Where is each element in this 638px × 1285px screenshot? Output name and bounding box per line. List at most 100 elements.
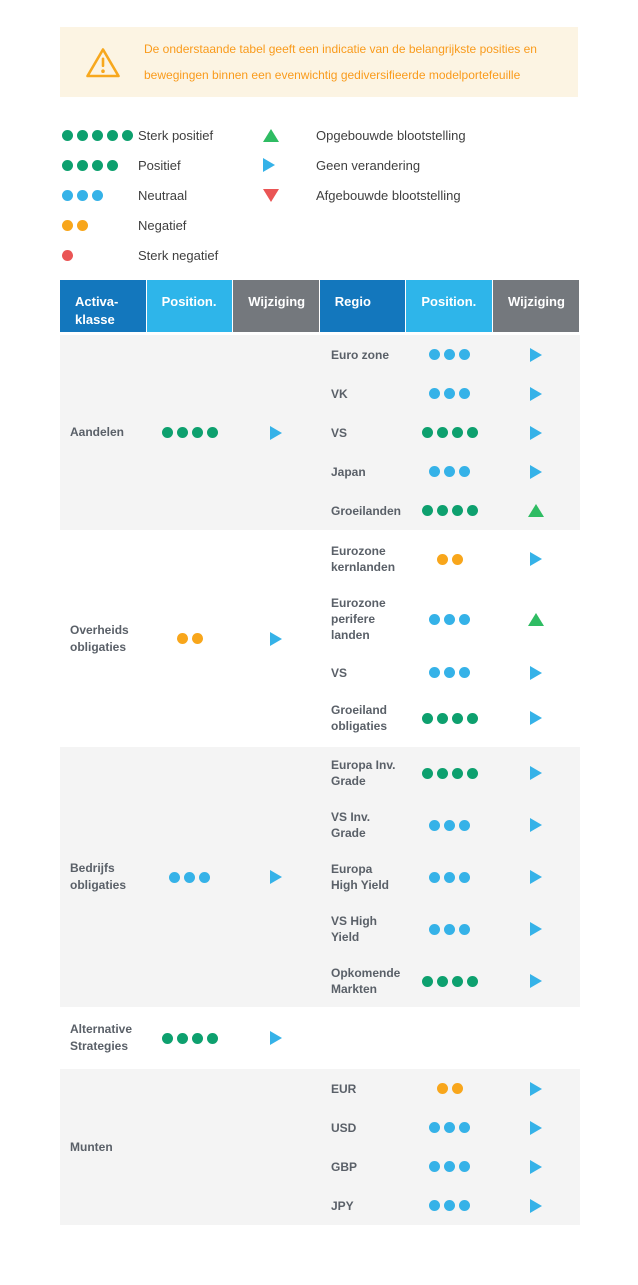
dot [451,427,463,438]
header-cell-regio-3: Regio [319,280,406,332]
warning-text: De onderstaande tabel geeft een indicati… [144,36,537,88]
dot [444,1161,456,1172]
change-right-icon [530,870,543,884]
dot [459,1200,471,1211]
legend-change-down: Afgebouwde blootstelling [262,180,466,210]
position-dots-3-blue [429,819,471,831]
dot [444,1200,456,1211]
section-regions [320,1010,580,1066]
dot [191,633,203,644]
position-dots-3-blue [429,349,471,360]
section-left: Bedrijfs obligaties [60,747,320,1007]
region-name: Groeilanden [331,503,402,518]
legend-change-right: Geen verandering [262,150,466,180]
region-name: VS [331,425,348,440]
dot [161,427,173,438]
region-name: GBP [331,1159,358,1174]
position-dots-2-orange [62,219,138,231]
position-dots-4-green [161,1032,218,1044]
dot [444,1122,456,1133]
section-munten: Munten EUR USD GBP JPY [60,1069,580,1225]
asset-change-cell [233,870,320,884]
legend-rating-sterk-positief: Sterk positief [62,120,262,150]
section-left: Aandelen [60,335,320,530]
dot [444,388,456,399]
dot [429,466,441,477]
region-position-cell [407,923,494,935]
section-regions: Europa Inv. Grade VS Inv. Grade Europa Hig… [320,747,580,1007]
legend-change-label: Opgebouwde blootstelling [316,127,466,143]
dot [421,712,433,724]
dot [161,1032,173,1044]
section-regions: Euro zone VK VS Japan Groeilanden [320,335,580,530]
change-right-icon [530,386,543,401]
change-down-icon [263,188,279,202]
position-dots-3-blue [169,871,211,883]
dot [421,767,433,779]
change-right-icon [530,552,543,566]
position-dots-1-red [62,249,138,261]
legend-changes-column: Opgebouwde blootstelling Geen verandering… [262,120,466,210]
region-position-cell [407,466,494,477]
warning-triangle-icon [85,46,121,79]
region-row-groeilanden: Groeilanden [320,491,580,530]
change-right-icon [530,922,543,936]
position-dots-4-green [421,712,478,724]
dot [429,1200,441,1211]
region-row-europa-inv-grade: Europa Inv. Grade [320,747,580,799]
legend-rating-positief: Positief [62,150,262,180]
section-aandelen: Aandelen Euro zone VK VS Japan Groeilanden [60,335,580,530]
region-position-cell [407,388,494,399]
dot [466,427,478,438]
change-right-icon [530,425,543,440]
asset-change-cell [233,631,320,646]
change-right-icon [530,974,543,988]
dot [122,129,133,141]
header-cell-position--1: Position. [146,280,233,332]
position-dots-3-blue [429,466,471,477]
region-name: Euro zone [331,347,390,362]
region-name: VK [331,386,348,401]
section-left: Munten [60,1069,320,1225]
asset-position-cell [147,427,234,438]
position-dots-4-green [421,505,478,516]
section-regions: Eurozone kernlanden Eurozone perifere lan… [320,533,580,744]
dot [466,975,478,987]
region-name: Groeiland obligaties [331,703,388,733]
change-right-icon [270,425,283,440]
asset-change-cell [233,425,320,440]
dot [421,427,433,438]
region-row-gbp: GBP [320,1147,580,1186]
dot [459,667,471,678]
dot [459,349,471,360]
dot [199,871,211,883]
region-change-cell [493,425,580,440]
dot [429,667,441,678]
dot [436,553,448,565]
region-name: Europa Inv. Grade [331,758,396,788]
region-row-vs-inv-grade: VS Inv. Grade [320,799,580,851]
region-change-cell [493,1120,580,1135]
change-right-icon [530,711,543,725]
dot [459,1161,471,1172]
dot [421,975,433,987]
region-name: VS Inv. Grade [331,810,371,840]
dot [466,767,478,779]
region-row-vs-high-yield: VS High Yield [320,903,580,955]
header-cell-activa-klasse-0: Activa-klasse [60,280,146,332]
change-up-icon [528,612,545,626]
legend-ratings-column: Sterk positief Positief Neutraal Negatief St… [62,120,262,270]
dot [92,129,103,141]
region-change-cell [493,870,580,884]
dot [436,975,448,987]
dot [459,613,471,625]
region-name: VS High Yield [331,914,378,944]
dot [429,819,441,831]
dot [62,219,73,231]
asset-class-label: Alternative Strategies [70,1022,133,1053]
dot [436,1083,448,1094]
dot [176,633,188,644]
region-change-cell [493,464,580,479]
dot [77,129,88,141]
position-dots-2-orange [436,553,463,565]
